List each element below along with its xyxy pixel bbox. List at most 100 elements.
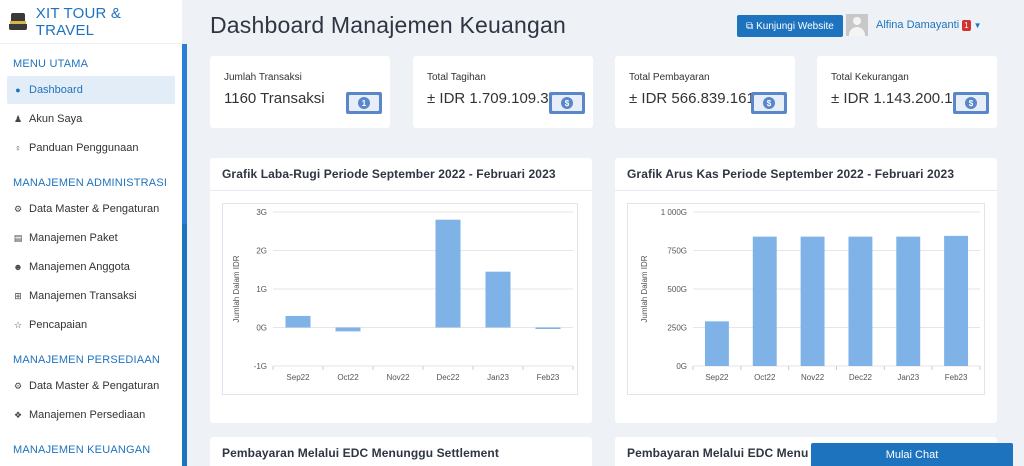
book-icon: ▤ xyxy=(13,232,23,243)
panel-title: Pembayaran Melalui EDC Menunggu Settleme… xyxy=(222,446,499,460)
sidebar-item-panduan[interactable]: ♀ Panduan Penggunaan xyxy=(7,134,175,162)
x-tick-label: Oct22 xyxy=(337,373,359,382)
x-tick-label: Nov22 xyxy=(801,373,825,382)
menu-header-administrasi: MANAJEMEN ADMINISTRASI xyxy=(13,177,168,189)
sidebar-item-label: Manajemen Transaksi xyxy=(29,290,137,302)
menu-header-persediaan: MANAJEMEN PERSEDIAAN xyxy=(13,354,161,366)
bar-chart-laba-rugi: -1G 0G 1G 2G 3G Sep22 Oct22 Nov22 Dec22 Jan23 Feb2… xyxy=(232,208,574,382)
money-bill-icon: $ xyxy=(549,92,585,114)
stat-card-tagihan: Total Tagihan ± IDR 1.709.109.338 $ xyxy=(413,56,593,128)
caret-down-icon: ▼ xyxy=(973,20,982,30)
x-tick-label: Feb23 xyxy=(945,373,968,382)
chart-bar xyxy=(535,327,561,329)
sidebar-scrollbar-track[interactable] xyxy=(182,44,187,466)
y-tick-label: 1 000G xyxy=(661,208,687,217)
bar-chart-arus-kas: 0G 250G 500G 750G 1 000G Sep22 Oct22 Nov22 Dec22… xyxy=(640,208,981,382)
y-tick-label: 2G xyxy=(256,247,267,256)
x-tick-label: Feb23 xyxy=(537,373,560,382)
cogs-icon: ⚙ xyxy=(13,380,23,391)
money-bill-icon: 1 xyxy=(346,92,382,114)
y-tick-label: 500G xyxy=(667,285,687,294)
y-tick-label: 1G xyxy=(256,285,267,294)
main-content: Dashboard Manajemen Keuangan ⧉ Kunjungi … xyxy=(187,0,1024,466)
y-tick-label: -1G xyxy=(254,362,267,371)
notification-badge: 1 xyxy=(962,19,971,31)
cart-icon: ⊞ xyxy=(14,290,22,301)
cogs-icon: ⚙ xyxy=(13,203,23,214)
y-tick-label: 0G xyxy=(256,324,267,333)
sidebar-item-persediaan[interactable]: ❖ Manajemen Persediaan xyxy=(7,401,175,429)
sidebar-item-label: Manajemen Paket xyxy=(29,232,118,244)
x-tick-label: Dec22 xyxy=(849,373,873,382)
y-tick-label: 750G xyxy=(667,247,687,256)
panel-edc-left: Pembayaran Melalui EDC Menunggu Settleme… xyxy=(210,437,592,466)
sidebar-item-akun-saya[interactable]: ♟ Akun Saya xyxy=(7,105,175,133)
panel-laba-rugi: Grafik Laba-Rugi Periode September 2022 … xyxy=(210,158,592,423)
panel-arus-kas: Grafik Arus Kas Periode September 2022 -… xyxy=(615,158,997,423)
x-tick-label: Jan23 xyxy=(487,373,509,382)
avatar xyxy=(846,14,868,36)
chart-bar xyxy=(435,219,461,328)
y-tick-label: 250G xyxy=(667,324,687,333)
sidebar-item-transaksi[interactable]: ⊞ Manajemen Transaksi xyxy=(7,282,175,310)
panel-title: Pembayaran Melalui EDC Menu xyxy=(627,446,809,460)
panel-title: Grafik Arus Kas Periode September 2022 -… xyxy=(627,167,955,181)
money-bill-icon: $ xyxy=(953,92,989,114)
users-icon: ☻ xyxy=(13,262,23,272)
x-tick-label: Jan23 xyxy=(897,373,919,382)
page-title: Dashboard Manajemen Keuangan xyxy=(210,12,566,38)
sidebar-item-dashboard[interactable]: ● Dashboard xyxy=(7,76,175,104)
sidebar-item-label: Manajemen Anggota xyxy=(29,261,130,273)
money-bill-icon: $ xyxy=(751,92,787,114)
sidebar-item-paket[interactable]: ▤ Manajemen Paket xyxy=(7,224,175,252)
lightbulb-icon: ♀ xyxy=(14,143,22,153)
x-tick-label: Sep22 xyxy=(286,373,310,382)
brand[interactable]: XIT TOUR & TRAVEL xyxy=(0,0,182,44)
sidebar-item-label: Data Master & Pengaturan xyxy=(29,203,160,215)
sidebar-item-label: Manajemen Persediaan xyxy=(29,409,146,421)
start-chat-label: Mulai Chat xyxy=(885,448,939,461)
sidebar-item-anggota[interactable]: ☻ Manajemen Anggota xyxy=(7,253,175,281)
star-icon: ☆ xyxy=(13,319,23,330)
start-chat-button[interactable]: Mulai Chat xyxy=(811,443,1013,466)
sidebar-item-label: Dashboard xyxy=(29,84,83,96)
chart-bar xyxy=(800,236,825,366)
cubes-icon: ❖ xyxy=(13,409,23,420)
visit-website-button[interactable]: ⧉ Kunjungi Website xyxy=(737,15,843,37)
stat-label: Total Tagihan xyxy=(427,72,486,83)
sidebar-item-data-master-persediaan[interactable]: ⚙ Data Master & Pengaturan xyxy=(7,372,175,400)
visit-website-label: Kunjungi Website xyxy=(756,20,834,32)
stat-value: 1160 Transaksi xyxy=(224,90,325,107)
stat-value: ± IDR 566.839.161,6 xyxy=(629,90,768,107)
kaaba-logo-icon xyxy=(8,12,28,32)
sidebar-item-label: Pencapaian xyxy=(29,319,88,331)
user-name: Alfina Damayanti xyxy=(876,19,960,31)
sidebar-item-label: Panduan Penggunaan xyxy=(29,142,139,154)
menu-header-utama: MENU UTAMA xyxy=(13,58,89,70)
external-link-icon: ⧉ xyxy=(746,20,754,32)
stat-card-kekurangan: Total Kekurangan ± IDR 1.143.200.130,1 $ xyxy=(817,56,997,128)
sidebar-item-label: Data Master & Pengaturan xyxy=(29,380,160,392)
stat-label: Total Kekurangan xyxy=(831,72,909,83)
x-tick-label: Sep22 xyxy=(705,373,729,382)
y-axis-label: Jumlah Dalam IDR xyxy=(232,255,241,322)
stat-value: ± IDR 1.709.109.338 xyxy=(427,90,566,107)
user-menu[interactable]: Alfina Damayanti 1 ▼ xyxy=(846,14,982,36)
globe-icon: ● xyxy=(15,85,21,95)
chart-bar xyxy=(944,235,969,366)
y-tick-label: 0G xyxy=(676,362,687,371)
panel-title: Grafik Laba-Rugi Periode September 2022 … xyxy=(222,167,556,181)
sidebar-item-data-master[interactable]: ⚙ Data Master & Pengaturan xyxy=(7,195,175,223)
stat-card-pembayaran: Total Pembayaran ± IDR 566.839.161,6 $ xyxy=(615,56,795,128)
chart-bar xyxy=(704,321,729,366)
chart-arus-kas: 0G 250G 500G 750G 1 000G Sep22 Oct22 Nov22 Dec22… xyxy=(627,203,985,395)
sidebar-scrollbar-thumb[interactable] xyxy=(182,44,187,224)
sidebar-item-label: Akun Saya xyxy=(29,113,83,125)
brand-name: XIT TOUR & TRAVEL xyxy=(35,4,122,39)
chart-bar xyxy=(485,271,511,328)
panel-divider xyxy=(210,190,592,191)
stat-label: Total Pembayaran xyxy=(629,72,710,83)
stat-value: ± IDR 1.143.200.130,1 xyxy=(831,90,982,107)
y-axis-label: Jumlah Dalam IDR xyxy=(640,255,649,322)
sidebar-item-pencapaian[interactable]: ☆ Pencapaian xyxy=(7,311,175,339)
